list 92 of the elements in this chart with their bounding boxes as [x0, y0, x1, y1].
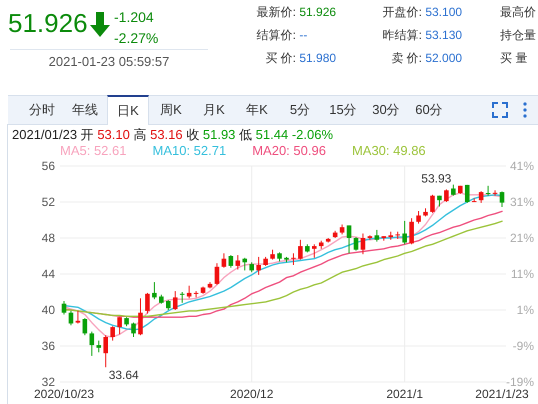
candlestick	[444, 188, 449, 202]
text: 最新价: 51.926	[256, 5, 336, 20]
candlestick	[249, 262, 254, 273]
text: 30分	[365, 96, 407, 124]
candlestick	[340, 224, 344, 235]
text: 2021/01/23 开 53.10 高 53.16 收 51.93 低 51.44 -2.06%	[12, 127, 334, 142]
y2-tick-label: 31%	[510, 195, 534, 209]
candlestick	[312, 244, 317, 258]
candlestick	[222, 252, 226, 268]
text: 日K	[107, 95, 149, 125]
y-tick-label: 40	[42, 303, 56, 317]
candlestick	[256, 256, 261, 276]
candlestick	[478, 190, 484, 204]
candlestick	[68, 310, 74, 326]
text: 年K	[236, 96, 278, 124]
candlestick	[172, 290, 178, 310]
candlestick	[62, 300, 66, 315]
text: 持仓量	[500, 28, 536, 43]
text: 买 量	[500, 51, 528, 66]
text: MA10: 52.71	[152, 143, 226, 158]
y2-tick-label: 41%	[510, 159, 534, 173]
text: 60分	[408, 96, 450, 124]
text: 2021-01-23 05:59:57	[48, 54, 170, 70]
x-tick-label: 2021/1/23	[475, 387, 530, 401]
y2-tick-label: -19%	[506, 375, 534, 389]
candlestick	[437, 195, 442, 207]
text: MA30: 49.86	[352, 143, 426, 158]
text: 月K	[193, 96, 235, 124]
text: MA20: 50.96	[252, 143, 326, 158]
y2-tick-label: 1%	[516, 303, 534, 317]
y2-tick-label: -9%	[512, 339, 534, 353]
y-tick-label: 52	[42, 195, 56, 209]
candlestick	[180, 292, 184, 304]
text: 卖 价: 52.000	[390, 51, 462, 66]
x-tick-label: 2020/10/23	[34, 387, 94, 401]
candlestick	[464, 184, 470, 204]
text: -2.27%	[114, 30, 158, 46]
candlestick	[360, 233, 366, 255]
text: 15分	[322, 96, 364, 124]
candlestick	[486, 185, 490, 196]
candlestick	[242, 257, 248, 271]
y-tick-label: 32	[42, 375, 56, 389]
text: 最高价	[500, 5, 536, 20]
candlestick	[354, 236, 358, 252]
candlestick	[236, 254, 240, 270]
text: 昨结算: 53.130	[382, 28, 462, 43]
y2-tick-label: 21%	[510, 231, 534, 245]
text: 分时	[21, 96, 63, 124]
y-tick-label: 36	[42, 339, 56, 353]
candlestick	[430, 194, 435, 214]
text: 开盘价: 53.100	[382, 5, 462, 20]
candlestick	[103, 334, 108, 368]
y-tick-label: 48	[42, 231, 56, 245]
candlestick	[270, 249, 275, 260]
annotation: 53.93	[421, 172, 452, 186]
text: 周K	[150, 96, 192, 124]
candlestick	[228, 254, 234, 268]
candlestick	[298, 239, 303, 260]
y-tick-label: 44	[42, 267, 56, 281]
candlestick	[500, 191, 504, 208]
candlestick	[402, 220, 407, 245]
text: -1.204	[114, 9, 154, 26]
candlestick	[374, 229, 380, 242]
candlestick	[145, 292, 150, 314]
candlestick	[395, 231, 400, 240]
candlestick	[117, 316, 122, 335]
text: 5分	[279, 96, 321, 124]
candlestick	[409, 218, 414, 245]
candlestick	[416, 210, 421, 224]
candlestick	[166, 300, 171, 310]
candlestick	[90, 331, 94, 356]
candlestick	[96, 340, 102, 353]
candlestick	[110, 326, 115, 342]
candlestick	[131, 322, 136, 338]
text: 买 价: 51.980	[264, 51, 336, 66]
candlestick	[451, 184, 456, 196]
x-tick-label: 2021/1	[386, 387, 424, 401]
candlestick	[152, 282, 157, 300]
x-tick-label: 2020/12	[230, 387, 274, 401]
text: MA5: 52.61	[60, 143, 126, 158]
candlestick	[138, 298, 143, 336]
y-tick-label: 56	[42, 159, 56, 173]
candlestick	[291, 252, 296, 266]
text: 结算价: --	[256, 28, 308, 43]
annotation: 33.64	[108, 368, 140, 382]
candlestick	[346, 224, 352, 254]
candlestick	[82, 318, 88, 336]
text: 年线	[64, 96, 106, 124]
candlestick	[214, 262, 220, 286]
text: 51.926	[8, 8, 88, 39]
y2-tick-label: 11%	[510, 267, 534, 281]
candlestick	[186, 285, 192, 299]
